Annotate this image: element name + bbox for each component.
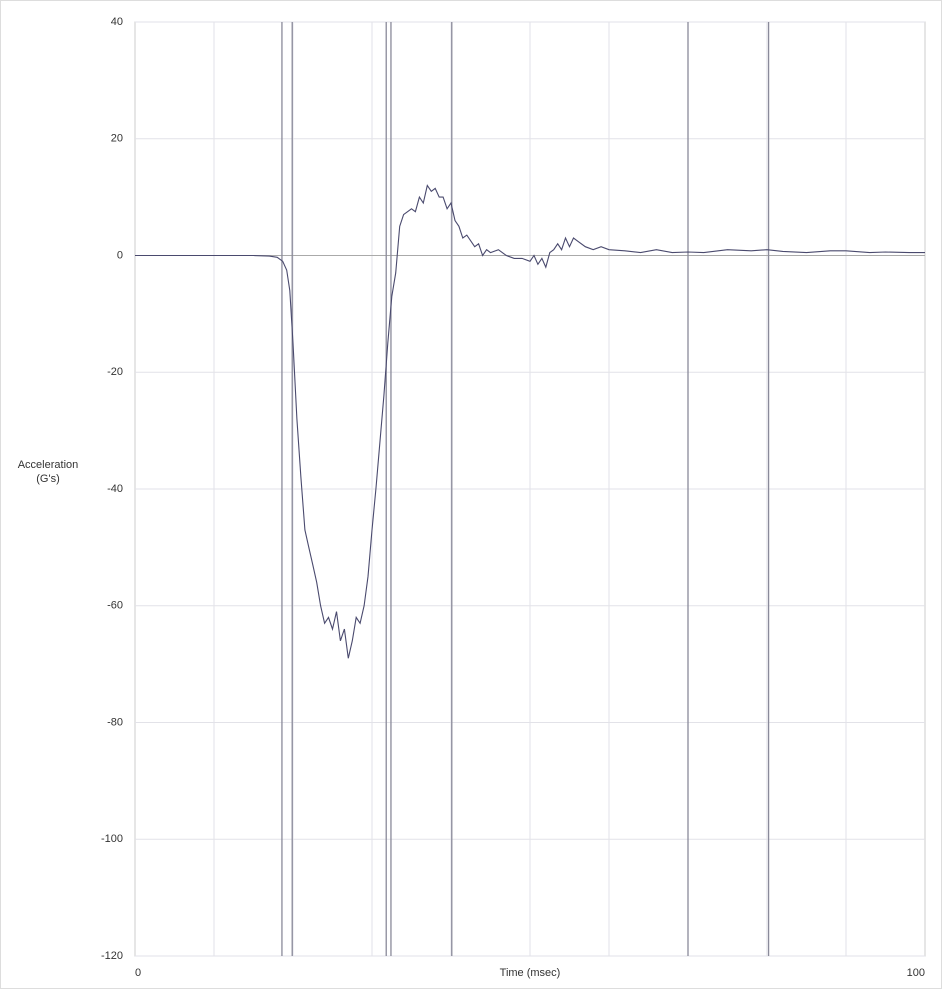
- y-tick-label: 20: [111, 133, 123, 145]
- x-tick-label: 100: [907, 967, 925, 979]
- data-line: [135, 184, 925, 659]
- y-tick-label: -40: [107, 483, 123, 495]
- y-tick-label: -20: [107, 366, 123, 378]
- y-tick-label: 0: [117, 249, 123, 261]
- y-tick-label: 40: [111, 16, 123, 28]
- x-axis-label: Time (msec): [500, 967, 561, 979]
- y-tick-label: -60: [107, 600, 123, 612]
- y-tick-label: -100: [101, 833, 123, 845]
- x-tick-label: 0: [135, 967, 141, 979]
- y-tick-label: -80: [107, 716, 123, 728]
- y-tick-label: -120: [101, 950, 123, 962]
- y-axis-label: (G's): [36, 473, 59, 485]
- y-axis-label: Acceleration: [18, 459, 79, 471]
